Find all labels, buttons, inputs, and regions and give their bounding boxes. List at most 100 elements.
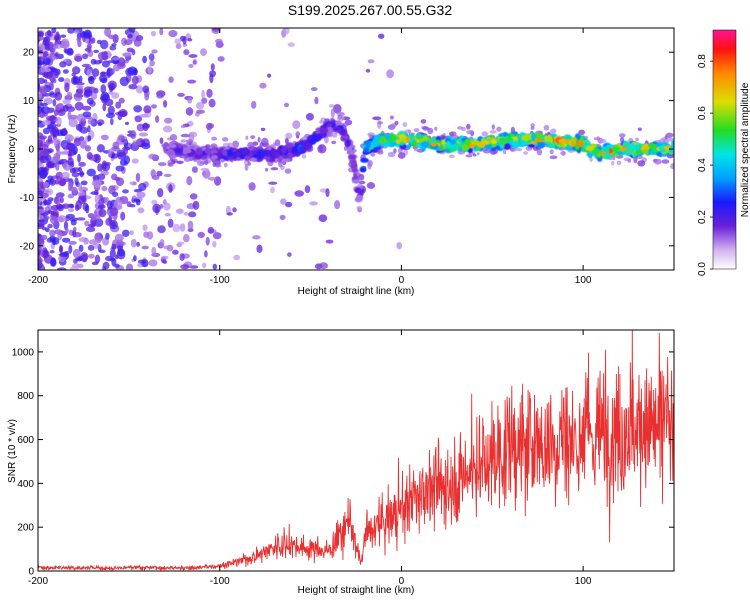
noise-speck [164,213,171,217]
noise-speck [114,199,123,208]
halo-speck [270,167,279,171]
halo-speck [222,137,229,142]
noise-speck [256,244,263,253]
noise-speck [54,91,63,101]
noise-speck [183,212,189,216]
noise-speck [126,201,132,208]
ridge-blob [280,147,287,154]
noise-speck [55,162,60,171]
halo-speck [319,145,323,152]
noise-speck [367,59,375,64]
noise-speck [175,43,182,50]
noise-speck [38,120,43,124]
ridge-blob [365,140,372,149]
x-tick-label: -100 [210,576,230,587]
noise-speck [83,89,93,97]
halo-speck [549,155,558,160]
noise-speck [188,63,194,68]
noise-speck [93,49,99,54]
noise-speck [285,132,293,139]
noise-speck [49,250,55,254]
noise-speck [163,173,172,178]
y-tick-label: 20 [23,48,35,59]
noise-speck [148,153,157,160]
ridge-blob [372,140,380,147]
noise-speck [114,233,124,242]
noise-speck [102,261,110,270]
noise-speck [283,28,290,35]
noise-speck [309,201,318,206]
y-tick-label: -10 [20,193,35,204]
noise-speck [70,266,79,270]
ridge-blob [574,144,580,150]
noise-speck [159,137,164,144]
ridge-blob [302,140,309,148]
halo-speck [420,119,427,124]
noise-speck [182,36,187,45]
ridge-blob [348,154,357,160]
halo-speck [491,124,495,130]
noise-speck [164,117,173,124]
halo-speck [476,152,480,156]
noise-speck [43,97,53,105]
noise-speck [66,91,73,99]
ridge-blob [382,141,391,148]
halo-speck [536,148,543,156]
noise-speck [108,90,114,95]
noise-speck [135,199,141,206]
halo-speck [319,120,323,124]
noise-speck [132,181,137,186]
noise-speck [50,257,56,267]
noise-speck [132,140,142,147]
noise-speck [287,42,295,47]
noise-speck [305,113,314,121]
noise-speck [98,199,105,206]
colorbar: 0.0 0.2 0.4 0.6 0.8 Normalized spectral ampl… [697,29,750,276]
halo-speck [250,135,256,140]
ridge-blob [570,137,578,142]
noise-speck [87,45,92,54]
noise-speck [49,178,57,186]
noise-speck [155,115,160,123]
halo-speck [635,137,639,142]
ridge-blob [344,135,349,140]
noise-speck [100,84,107,94]
noise-speck [57,230,63,241]
ridge-blob [614,147,619,155]
noise-speck [88,76,95,85]
ridge-blob [499,138,506,143]
noise-speck [267,73,272,78]
noise-speck [156,170,163,177]
halo-speck [180,139,188,143]
halo-speck [593,137,599,141]
ridge-blob [577,141,584,147]
noise-speck [206,88,213,98]
ridge-blob [604,152,609,158]
halo-speck [331,140,337,145]
noise-speck [38,60,42,69]
ridge-blob [344,139,352,147]
noise-speck [232,207,237,213]
noise-speck [110,221,116,227]
noise-speck [38,105,43,115]
noise-speck [201,89,205,99]
halo-speck [223,162,228,168]
ridge-blob [248,151,254,158]
ridge-blob [467,148,473,154]
noise-speck [122,229,130,237]
noise-speck [139,114,149,118]
noise-speck [72,187,77,194]
noise-speck [122,189,129,194]
noise-speck [163,245,172,250]
noise-speck [183,234,190,243]
noise-speck [58,216,64,223]
ridge-blob [478,141,486,148]
ridge-blob [312,135,318,142]
noise-speck [210,63,215,71]
noise-speck [106,200,113,210]
colorbar-gradient [713,30,736,269]
ridge-blob [211,154,218,160]
noise-speck [107,52,112,58]
noise-speck [172,249,179,255]
noise-speck [92,175,97,180]
